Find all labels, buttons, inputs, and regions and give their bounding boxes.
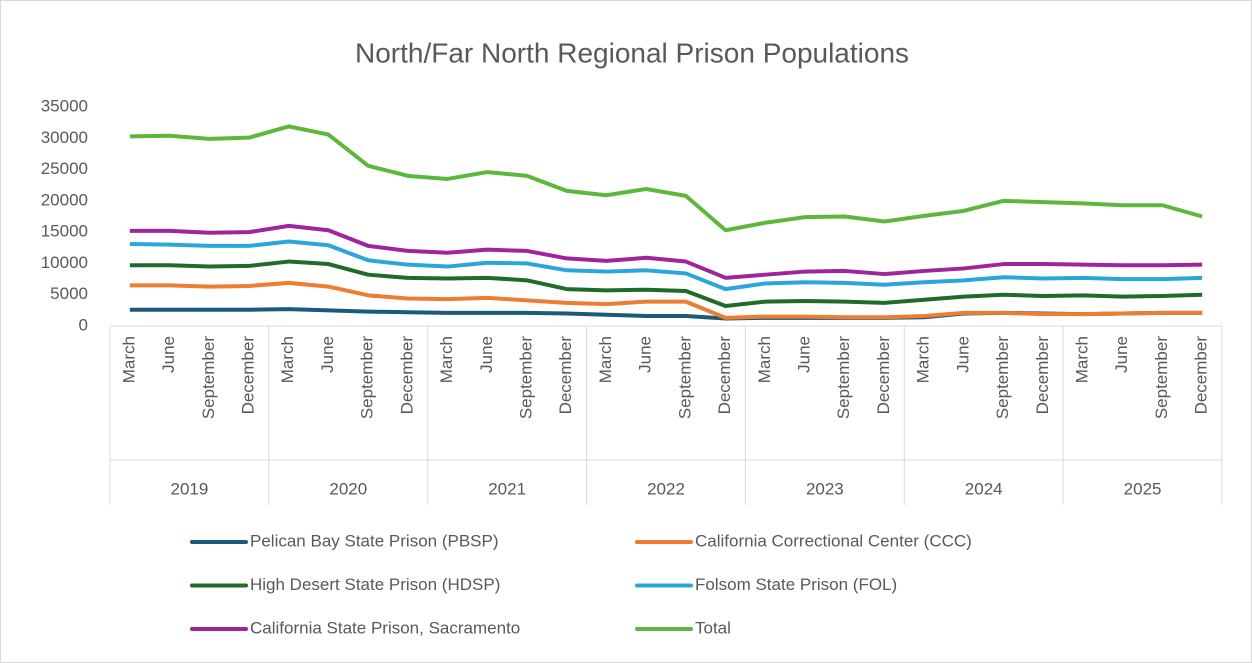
chart-title: North/Far North Regional Prison Populati… (355, 37, 909, 68)
y-tick-label: 20000 (41, 190, 88, 209)
series-line (129, 124, 1203, 233)
y-tick-label: 0 (79, 315, 88, 334)
x-tick-label: September (199, 336, 218, 419)
year-label: 2019 (171, 479, 209, 498)
x-tick-label: December (1033, 336, 1052, 415)
legend-label: Pelican Bay State Prison (PBSP) (250, 531, 499, 550)
x-tick-label: March (596, 336, 615, 383)
x-tick-label: June (477, 336, 496, 373)
series-line (129, 280, 1203, 320)
x-tick-label: March (755, 336, 774, 383)
y-tick-label: 25000 (41, 159, 88, 178)
x-tick-label: September (358, 336, 377, 419)
x-tick-label: December (397, 336, 416, 415)
year-label: 2024 (965, 479, 1003, 498)
x-tick-label: December (874, 336, 893, 415)
x-tick-label: June (953, 336, 972, 373)
x-tick-label: December (238, 336, 257, 415)
legend-label: California Correctional Center (CCC) (695, 531, 972, 550)
x-tick-label: March (914, 336, 933, 383)
year-label: 2022 (647, 479, 685, 498)
legend-label: High Desert State Prison (HDSP) (250, 575, 500, 594)
x-tick-label: June (1112, 336, 1131, 373)
x-tick-label: June (636, 336, 655, 373)
x-tick-label: March (1072, 336, 1091, 383)
y-tick-label: 35000 (41, 96, 88, 115)
year-label: 2025 (1124, 479, 1162, 498)
y-tick-label: 10000 (41, 253, 88, 272)
x-tick-label: June (159, 336, 178, 373)
x-tick-label: March (437, 336, 456, 383)
year-label: 2023 (806, 479, 844, 498)
series-line (129, 259, 1203, 308)
x-tick-label: September (516, 336, 535, 419)
x-tick-label: September (834, 336, 853, 419)
x-tick-label: June (318, 336, 337, 373)
series-line (129, 239, 1203, 292)
legend-label: Total (695, 618, 731, 637)
x-tick-label: September (1152, 336, 1171, 419)
x-tick-label: September (993, 336, 1012, 419)
x-tick-label: September (675, 336, 694, 419)
year-label: 2021 (488, 479, 526, 498)
y-tick-label: 30000 (41, 128, 88, 147)
x-tick-label: December (1192, 336, 1211, 415)
legend-label: Folsom State Prison (FOL) (695, 575, 897, 594)
y-tick-label: 15000 (41, 222, 88, 241)
year-label: 2020 (329, 479, 367, 498)
x-tick-label: March (119, 336, 138, 383)
y-tick-label: 5000 (50, 284, 88, 303)
series-line (129, 223, 1203, 280)
x-tick-label: December (715, 336, 734, 415)
x-tick-label: March (278, 336, 297, 383)
x-tick-label: December (556, 336, 575, 415)
legend-label: California State Prison, Sacramento (250, 618, 520, 637)
x-tick-label: June (794, 336, 813, 373)
